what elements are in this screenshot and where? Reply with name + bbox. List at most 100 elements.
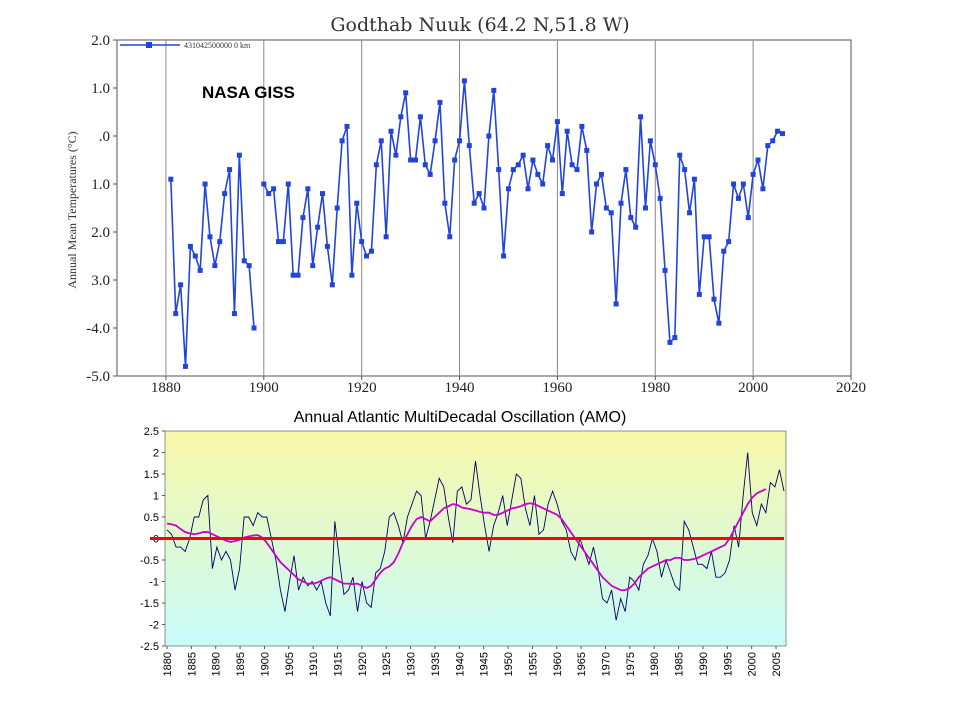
nuuk-data-point: [554, 119, 560, 125]
nuuk-data-point: [300, 215, 306, 221]
nuuk-data-point: [491, 87, 497, 93]
nuuk-data-point: [530, 157, 536, 163]
nuuk-y-ticks: -5.0 -4.0 3.0 2.0 1.0 .0 1.0 2.0: [86, 33, 117, 385]
nuuk-data-point: [589, 229, 595, 235]
nuuk-data-point: [290, 272, 296, 278]
nuuk-data-point: [486, 133, 492, 139]
nuuk-data-point: [271, 186, 277, 192]
nuuk-data-point: [745, 215, 751, 221]
amo-y-tick-label: 2.5: [144, 426, 159, 438]
nuuk-data-point: [417, 114, 423, 120]
nuuk-data-point: [236, 152, 242, 158]
nuuk-data-point: [452, 157, 458, 163]
nuuk-y-tick-label: 1.0: [91, 177, 110, 193]
nuuk-data-point: [564, 128, 570, 134]
amo-y-tick-label: -1: [149, 577, 159, 589]
nuuk-data-point: [721, 248, 727, 254]
nuuk-data-point: [510, 167, 516, 173]
nuuk-data-point: [261, 181, 267, 187]
amo-y-tick-label: 1: [153, 491, 159, 503]
amo-x-tick-label: 1910: [308, 652, 320, 676]
nuuk-data-point: [603, 205, 609, 211]
nuuk-x-tick-label: 1920: [347, 380, 377, 396]
nuuk-legend: 431042500000 0 km: [120, 41, 251, 50]
nuuk-data-point: [173, 311, 179, 317]
nuuk-x-tick-label: 1980: [640, 380, 670, 396]
nuuk-data-point: [388, 128, 394, 134]
nuuk-data-point: [354, 200, 360, 206]
nuuk-data-point: [701, 234, 707, 240]
nuuk-data-point: [427, 171, 433, 177]
nuuk-data-point: [334, 205, 340, 211]
nuuk-data-point: [735, 195, 741, 201]
amo-x-tick-label: 1970: [600, 652, 612, 676]
amo-annual-line: [166, 452, 785, 621]
amo-smoothed-line: [166, 488, 767, 591]
nuuk-data-point: [535, 171, 541, 177]
amo-x-tick-label: 1990: [698, 652, 710, 676]
nuuk-data-point: [501, 253, 507, 259]
nuuk-data-point: [403, 90, 409, 96]
amo-x-tick-label: 2005: [771, 652, 783, 676]
nuuk-data-point: [466, 143, 472, 149]
nuuk-data-point: [726, 239, 732, 245]
nuuk-x-tick-label: 1880: [151, 380, 181, 396]
amo-x-tick-label: 1890: [211, 652, 223, 676]
amo-y-tick-label: 2: [153, 448, 159, 460]
amo-x-tick-label: 1960: [552, 652, 564, 676]
nuuk-legend-label: 431042500000 0 km: [184, 41, 251, 50]
nuuk-data-point: [682, 167, 688, 173]
nuuk-x-tick-label: 2020: [836, 380, 866, 396]
nuuk-data-point: [412, 157, 418, 163]
amo-x-tick-label: 1950: [503, 652, 515, 676]
nuuk-data-point: [755, 157, 761, 163]
amo-x-tick-label: 1940: [454, 652, 466, 676]
nuuk-data-point: [222, 191, 228, 197]
amo-x-tick-label: 1920: [357, 652, 369, 676]
nuuk-y-tick-label: 3.0: [91, 273, 110, 289]
nuuk-data-point: [711, 296, 717, 302]
nuuk-data-point: [285, 181, 291, 187]
nuuk-data-point: [457, 138, 463, 144]
amo-x-tick-label: 2000: [747, 652, 759, 676]
nuuk-y-tick-label: 2.0: [91, 225, 110, 241]
nuuk-data-point: [687, 210, 693, 216]
nuuk-data-point: [515, 162, 521, 168]
amo-x-tick-label: 1935: [430, 652, 442, 676]
nuuk-data-point: [520, 152, 526, 158]
amo-y-tick-label: -0.5: [140, 555, 159, 567]
nuuk-data-point: [398, 114, 404, 120]
nuuk-chart-title: Godthab Nuuk (64.2 N,51.8 W): [330, 14, 629, 36]
amo-y-tick-label: -2: [149, 620, 159, 632]
nuuk-data-point: [241, 258, 247, 264]
amo-x-tick-label: 1895: [235, 652, 247, 676]
nuuk-data-point: [770, 138, 776, 144]
nuuk-data-point: [246, 263, 252, 269]
nuuk-data-point: [652, 162, 658, 168]
nuuk-data-point: [310, 263, 316, 269]
amo-x-tick-label: 1975: [625, 652, 637, 676]
amo-y-tick-label: 1.5: [144, 469, 159, 481]
nuuk-data-point: [608, 210, 614, 216]
nuuk-data-point: [432, 138, 438, 144]
nuuk-data-point: [227, 167, 233, 173]
nuuk-data-point: [657, 195, 663, 201]
nuuk-data-point: [471, 200, 477, 206]
nuuk-data-point: [231, 311, 237, 317]
amo-chart: Annual Atlantic MultiDecadal Oscillation…: [140, 409, 787, 676]
amo-series-lines: [166, 452, 785, 621]
nuuk-data-point: [559, 191, 565, 197]
nuuk-data-point: [633, 224, 639, 230]
nuuk-data-point: [197, 267, 203, 273]
nuuk-data-point: [364, 253, 370, 259]
amo-x-ticks: 1880 1885 1890 1895 1900 1905 1910 1915 1920 1925…: [162, 646, 783, 676]
nuuk-data-point: [579, 123, 585, 129]
nuuk-data-point: [775, 128, 781, 134]
nuuk-data-point: [760, 186, 766, 192]
nuuk-y-tick-label: 1.0: [91, 81, 110, 97]
amo-y-tick-label: 0.5: [144, 512, 159, 524]
nuuk-x-ticks: 1880 1900 1920 1940 1960 1980 2000 2020: [151, 376, 866, 396]
nuuk-data-point: [647, 138, 653, 144]
amo-x-tick-label: 1980: [649, 652, 661, 676]
amo-x-tick-label: 1925: [381, 652, 393, 676]
